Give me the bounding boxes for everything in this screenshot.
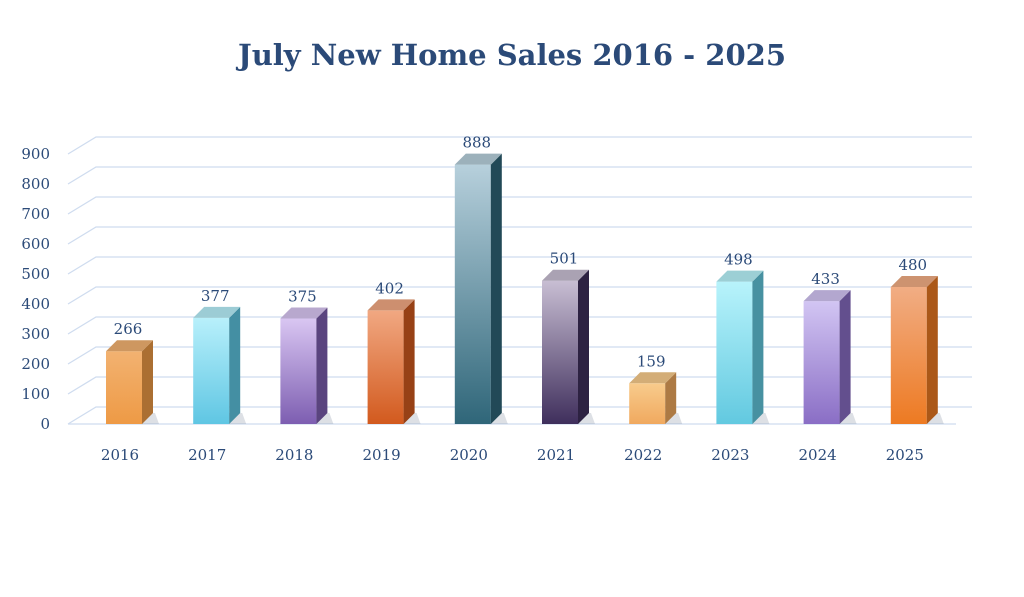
y-tick-label: 300 bbox=[21, 325, 50, 343]
bars: 266 377 375 402 888 501 159 498 433 480 bbox=[106, 134, 944, 424]
bar-side bbox=[403, 299, 415, 424]
bar-2018: 375 bbox=[280, 288, 334, 424]
gridline bbox=[67, 226, 972, 245]
bar-top bbox=[367, 299, 415, 311]
data-label: 480 bbox=[898, 256, 927, 274]
bar-front bbox=[629, 383, 666, 424]
bar-2020: 888 bbox=[454, 134, 508, 424]
gridline bbox=[67, 346, 972, 365]
y-tick-label: 500 bbox=[21, 265, 50, 283]
bar-side bbox=[926, 276, 938, 424]
data-label: 375 bbox=[288, 288, 317, 306]
bar-top bbox=[193, 306, 241, 318]
bar-side bbox=[142, 340, 153, 424]
data-label: 266 bbox=[114, 320, 143, 338]
y-tick-label: 600 bbox=[21, 235, 50, 253]
bar-top bbox=[629, 372, 677, 384]
bar-side bbox=[229, 306, 241, 424]
x-tick-label: 2018 bbox=[275, 446, 313, 464]
y-tick-label: 200 bbox=[21, 355, 50, 373]
bar-2023: 498 bbox=[716, 251, 770, 424]
bar-side bbox=[752, 270, 764, 424]
bar-2021: 501 bbox=[542, 250, 595, 424]
data-label: 433 bbox=[811, 270, 840, 288]
data-label: 498 bbox=[724, 251, 753, 269]
bar-front bbox=[367, 310, 404, 424]
bar-2024: 433 bbox=[803, 270, 857, 424]
x-tick-label: 2017 bbox=[188, 446, 226, 464]
bar-front bbox=[280, 318, 317, 424]
x-tick-label: 2025 bbox=[886, 446, 924, 464]
y-tick-label: 700 bbox=[21, 205, 50, 223]
gridline bbox=[67, 286, 972, 305]
gridline bbox=[67, 376, 972, 395]
bar-top bbox=[106, 340, 153, 352]
bar-front bbox=[716, 281, 753, 424]
data-label: 377 bbox=[201, 287, 230, 305]
bar-2016: 266 bbox=[106, 320, 159, 424]
bar-side bbox=[665, 372, 677, 424]
bar-top bbox=[716, 270, 764, 282]
bar-front bbox=[193, 317, 230, 424]
x-tick-label: 2019 bbox=[363, 446, 401, 464]
gridline bbox=[67, 166, 972, 185]
bar-front bbox=[890, 287, 927, 424]
x-tick-label: 2023 bbox=[711, 446, 749, 464]
gridline bbox=[67, 196, 972, 215]
x-tick-label: 2022 bbox=[624, 446, 662, 464]
bar-top bbox=[803, 290, 851, 302]
y-tick-label: 800 bbox=[21, 175, 50, 193]
bar-top bbox=[890, 276, 938, 287]
bar-2019: 402 bbox=[367, 279, 421, 424]
gridline bbox=[67, 136, 972, 155]
data-label: 402 bbox=[375, 279, 404, 297]
bar-top bbox=[280, 307, 328, 319]
bar-2022: 159 bbox=[629, 352, 683, 424]
x-tick-label: 2021 bbox=[537, 446, 575, 464]
bar-side bbox=[578, 269, 589, 424]
chart-title: July New Home Sales 2016 - 2025 bbox=[237, 38, 787, 72]
data-label: 888 bbox=[462, 134, 491, 152]
bar-top bbox=[542, 269, 589, 281]
gridline bbox=[67, 316, 972, 335]
bar-2017: 377 bbox=[193, 287, 247, 424]
data-label: 159 bbox=[637, 352, 666, 370]
bar-front bbox=[106, 351, 142, 424]
bar-top bbox=[454, 153, 502, 165]
bar-front bbox=[803, 301, 840, 424]
data-label: 501 bbox=[550, 250, 579, 268]
bar-2025: 480 bbox=[890, 256, 944, 424]
bar-front bbox=[542, 280, 578, 424]
y-tick-label: 900 bbox=[21, 145, 50, 163]
y-tick-label: 100 bbox=[21, 385, 50, 403]
bar-front bbox=[454, 164, 491, 424]
x-tick-label: 2024 bbox=[799, 446, 837, 464]
bar-side bbox=[839, 290, 851, 424]
gridline bbox=[67, 256, 972, 275]
y-axis-ticks: 0 100 200 300 400 500 600 700 800 900 bbox=[21, 145, 50, 433]
y-tick-label: 400 bbox=[21, 295, 50, 313]
x-tick-label: 2016 bbox=[101, 446, 139, 464]
bar-side bbox=[490, 153, 502, 424]
gridline bbox=[67, 406, 972, 425]
x-axis-ticks: 2016 2017 2018 2019 2020 2021 2022 2023 2024 2025 bbox=[101, 446, 924, 464]
x-tick-label: 2020 bbox=[450, 446, 488, 464]
bar-side bbox=[316, 307, 328, 424]
y-tick-label: 0 bbox=[40, 415, 50, 433]
